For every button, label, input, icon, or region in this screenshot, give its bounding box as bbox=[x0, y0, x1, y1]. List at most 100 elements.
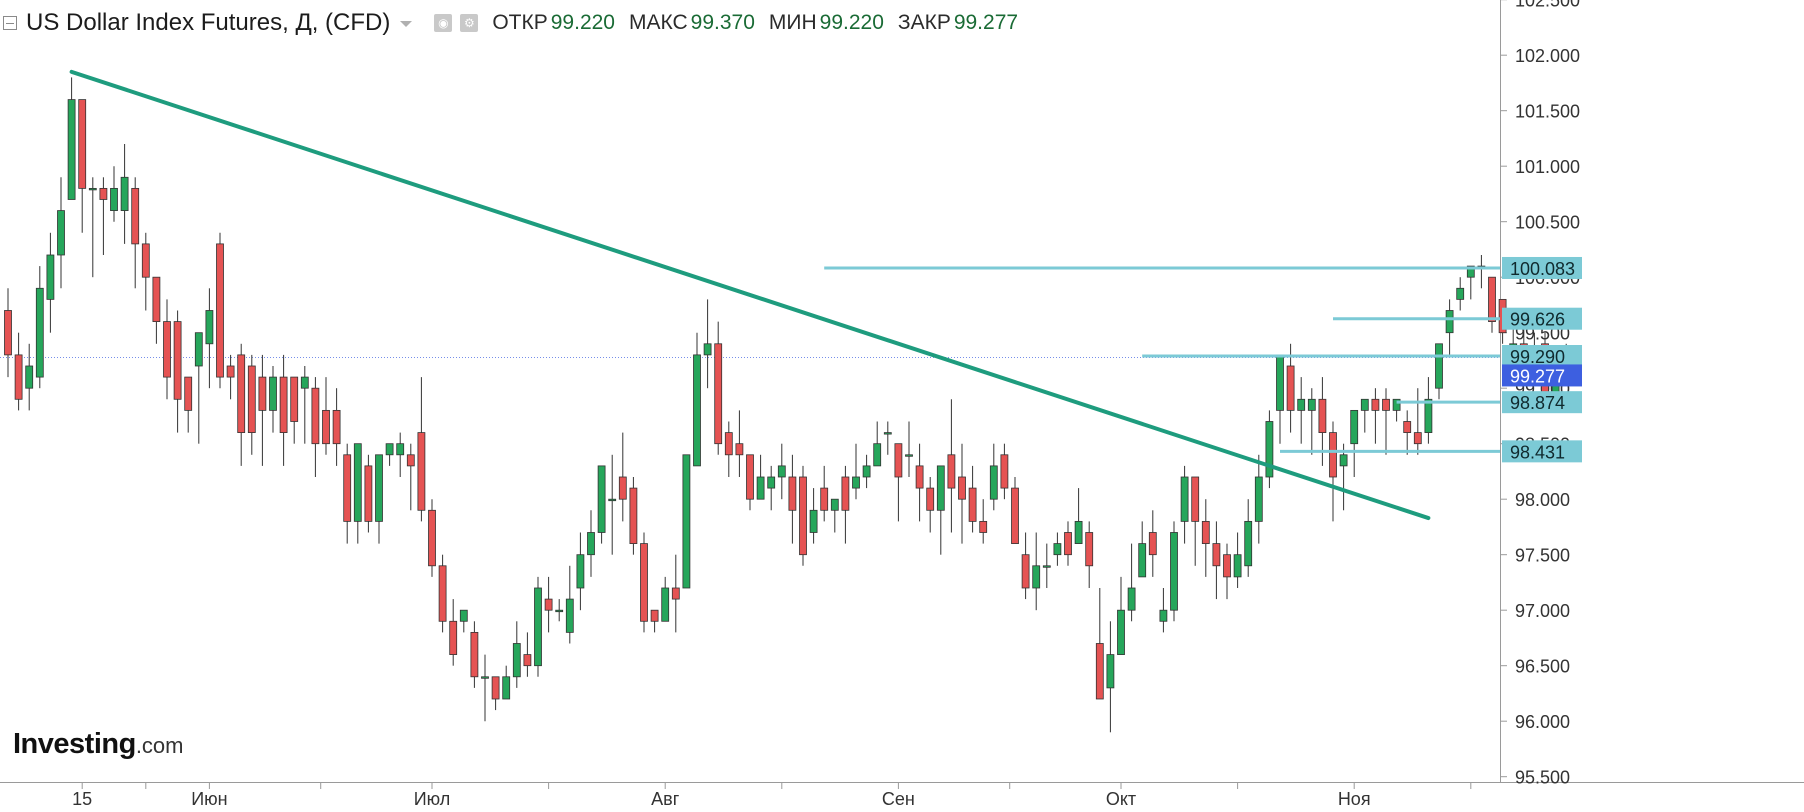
candle-down bbox=[544, 598, 553, 611]
candle-down bbox=[958, 476, 966, 500]
logo-suffix: .com bbox=[135, 733, 184, 758]
y-tick-label: 102.500 bbox=[1515, 0, 1580, 11]
candle-up bbox=[205, 310, 214, 345]
candle-up bbox=[512, 643, 521, 678]
candle-down bbox=[470, 631, 479, 678]
candle-up bbox=[396, 443, 405, 456]
candle-up bbox=[1276, 354, 1284, 411]
candle-up bbox=[565, 598, 574, 633]
candle-down bbox=[279, 376, 288, 433]
candle-up bbox=[1127, 587, 1136, 611]
candle-down bbox=[173, 321, 182, 400]
candle-down bbox=[438, 565, 447, 622]
candle-down bbox=[216, 243, 224, 378]
candle-up bbox=[873, 443, 882, 467]
candle-down bbox=[841, 476, 850, 511]
eye-icon[interactable]: ◉ bbox=[434, 14, 453, 32]
x-tick-label: Окт bbox=[1106, 789, 1136, 809]
candle-up bbox=[502, 676, 511, 700]
trendline bbox=[69, 69, 1431, 521]
candle-up bbox=[1392, 398, 1401, 411]
candle-up bbox=[25, 365, 34, 389]
candle-down bbox=[1318, 398, 1327, 433]
candle-down bbox=[14, 354, 23, 400]
candle-up bbox=[1350, 409, 1359, 445]
y-tick-label: 97.000 bbox=[1515, 601, 1570, 621]
candle-up bbox=[1297, 398, 1306, 411]
level-badge-label: 98.874 bbox=[1510, 393, 1565, 413]
candle-down bbox=[131, 187, 140, 245]
candle-up bbox=[809, 509, 818, 533]
candle-up bbox=[830, 498, 839, 511]
candle-up bbox=[353, 443, 362, 522]
candle-up bbox=[608, 498, 617, 502]
ohlc-open: ОТКР 99.220 bbox=[492, 11, 615, 35]
candle-up bbox=[459, 609, 468, 622]
candle-down bbox=[237, 354, 246, 433]
low-label: МИН bbox=[768, 11, 817, 34]
y-tick-label: 97.500 bbox=[1515, 546, 1570, 566]
candle-up bbox=[1032, 565, 1041, 589]
candle-down bbox=[820, 487, 829, 511]
candle-down bbox=[1382, 398, 1390, 411]
level-badge-label: 99.290 bbox=[1510, 347, 1565, 367]
candle-up bbox=[269, 376, 277, 411]
candle-down bbox=[428, 509, 436, 567]
chevron-down-icon[interactable] bbox=[400, 21, 413, 27]
candle-up bbox=[88, 187, 97, 191]
candle-down bbox=[788, 476, 797, 511]
candle-up bbox=[110, 187, 118, 211]
collapse-icon[interactable] bbox=[3, 16, 17, 30]
candle-up bbox=[1244, 520, 1253, 567]
candle-up bbox=[1424, 398, 1433, 433]
x-tick-label: Ноя bbox=[1338, 789, 1371, 809]
candle-up bbox=[767, 476, 776, 489]
candle-down bbox=[1413, 432, 1422, 445]
candle-down bbox=[1000, 454, 1009, 489]
chart-header: US Dollar Index Futures, Д, (CFD) ◉ ⚙ ОТ… bbox=[0, 0, 1500, 46]
instrument-title[interactable]: US Dollar Index Futures, Д, (CFD) bbox=[26, 9, 391, 36]
candle-down bbox=[629, 487, 638, 544]
candle-down bbox=[99, 187, 108, 200]
candle-up bbox=[1138, 543, 1147, 578]
candle-up bbox=[1106, 654, 1115, 689]
candle-up bbox=[661, 587, 670, 622]
candle-up bbox=[1053, 543, 1062, 556]
candle-up bbox=[1466, 265, 1475, 278]
open-value: 99.220 bbox=[550, 11, 615, 34]
candle-down bbox=[915, 465, 924, 489]
candle-down bbox=[968, 487, 977, 522]
candle-down bbox=[671, 587, 680, 600]
level-badge bbox=[1502, 391, 1582, 414]
level-badge-label: 100.083 bbox=[1510, 259, 1575, 279]
candle-down bbox=[1371, 398, 1380, 411]
candle-up bbox=[194, 332, 203, 367]
candle-down bbox=[618, 476, 627, 500]
candle-down bbox=[247, 365, 256, 433]
candle-up bbox=[1159, 609, 1168, 622]
high-label: МАКС bbox=[628, 11, 688, 34]
candle-down bbox=[1488, 276, 1496, 322]
candle-up bbox=[1170, 532, 1178, 611]
candle-up bbox=[1233, 554, 1242, 578]
candle-down bbox=[926, 487, 935, 511]
candle-up bbox=[587, 532, 595, 556]
candle-down bbox=[406, 454, 415, 467]
current-price-badge bbox=[1502, 364, 1582, 387]
gear-icon[interactable]: ⚙ bbox=[460, 14, 479, 32]
candle-down bbox=[1286, 365, 1295, 411]
candle-up bbox=[1117, 609, 1125, 655]
candle-down bbox=[1148, 532, 1157, 556]
x-tick-label: Июн bbox=[191, 789, 227, 809]
candle-up bbox=[1339, 454, 1348, 467]
candle-down bbox=[947, 454, 956, 489]
ohlc-high: МАКС 99.370 bbox=[629, 11, 755, 35]
candle-down bbox=[78, 99, 87, 189]
candle-up bbox=[905, 454, 913, 457]
candle-up bbox=[555, 609, 564, 613]
candle-down bbox=[714, 343, 723, 445]
candle-down bbox=[640, 543, 648, 622]
candle-down bbox=[332, 409, 341, 445]
high-value: 99.370 bbox=[690, 11, 755, 34]
